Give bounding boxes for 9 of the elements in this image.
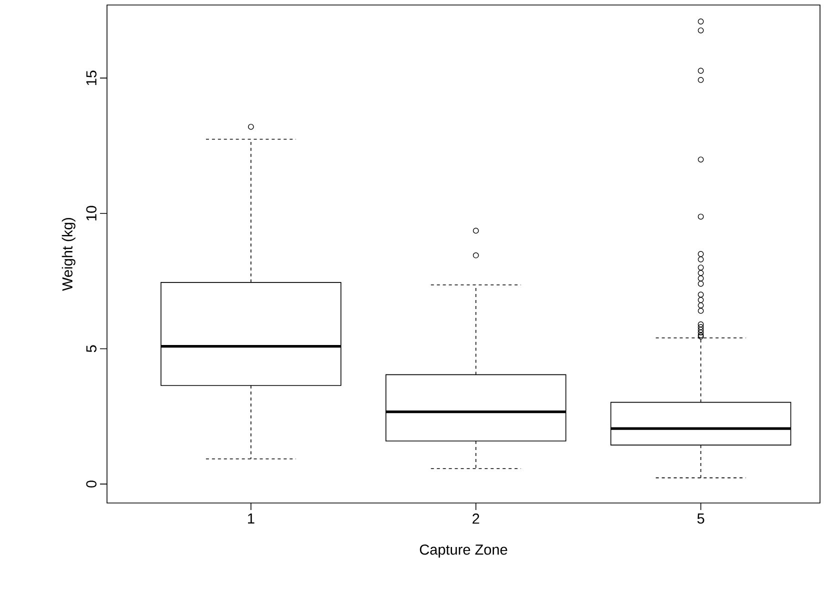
y-tick-label: 15 xyxy=(86,70,96,86)
y-axis-title: Weight (kg) xyxy=(62,218,76,291)
y-tick-label: 10 xyxy=(86,206,96,220)
x-tick-label: 2 xyxy=(472,514,480,524)
y-tick-label: 0 xyxy=(86,480,96,488)
x-axis-title: Capture Zone xyxy=(420,544,508,558)
y-tick-label: 5 xyxy=(86,345,96,352)
x-tick-label: 5 xyxy=(697,514,704,524)
x-tick-label: 1 xyxy=(248,514,254,524)
